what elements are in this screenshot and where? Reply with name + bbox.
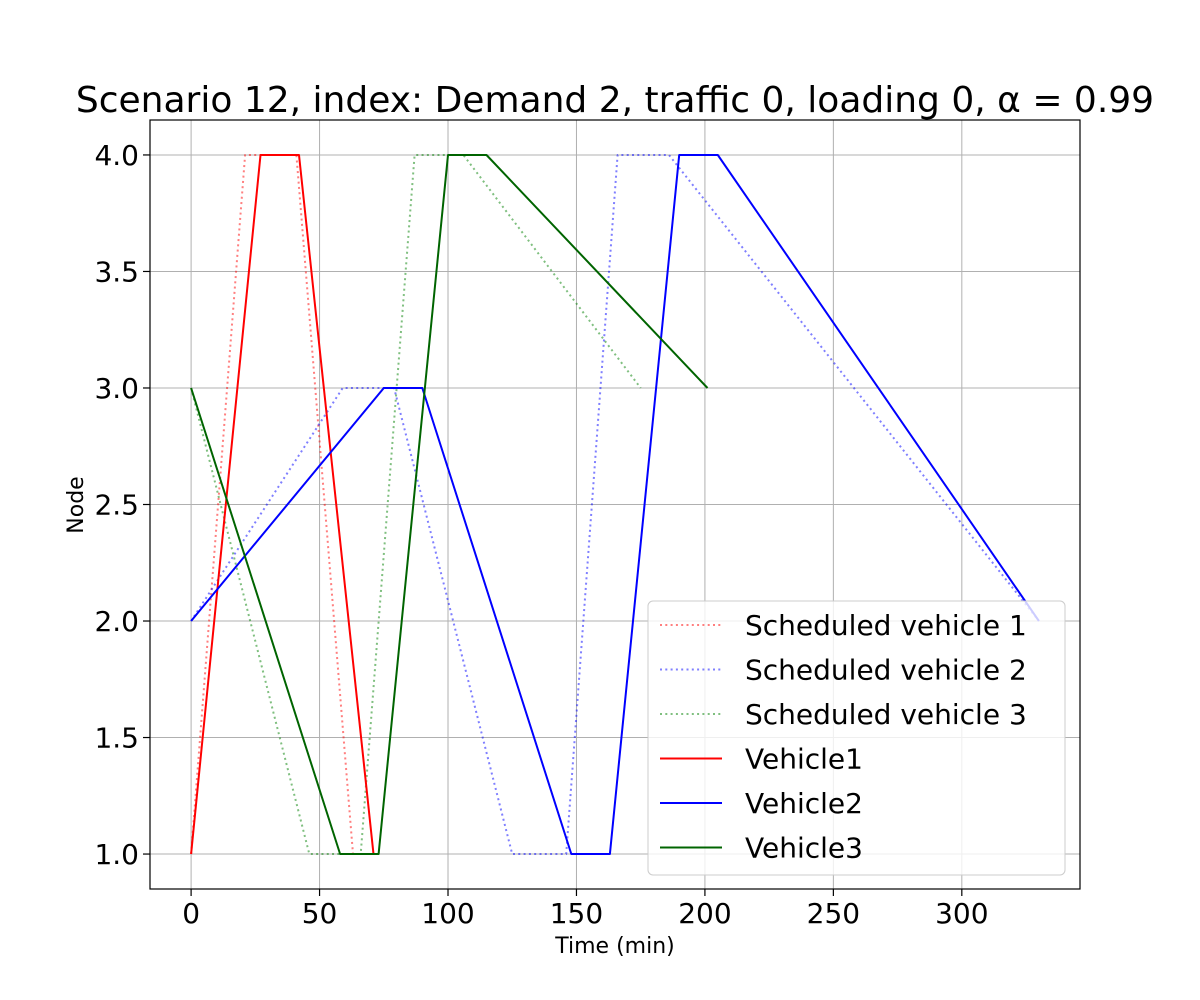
y-ticks: 1.0 1.5 2.0 2.5 3.0 3.5 4.0 [94,139,150,871]
x-tick-label: 150 [550,897,603,930]
legend: Scheduled vehicle 1 Scheduled vehicle 2 Sc… [647,600,1066,876]
series-layer [190,154,1040,855]
legend-label-6: Vehicle3 [745,832,863,865]
x-tick-label: 250 [807,897,860,930]
x-ticks: 0 50 100 150 200 250 300 [182,889,989,930]
chart-title: Scenario 12, index: Demand 2, traffic 0,… [76,80,1154,121]
series-line-6 [190,154,709,855]
series-line-5 [190,154,1040,855]
legend-box [647,600,1066,876]
y-tick-label: 3.0 [94,372,139,405]
series-line-1 [190,154,377,855]
y-axis-label: Node [64,476,89,533]
grid [150,120,1080,889]
series-line-4 [190,154,375,855]
x-tick-label: 300 [935,897,988,930]
legend-label-3: Scheduled vehicle 3 [745,698,1027,731]
y-tick-label: 3.5 [94,255,139,288]
y-tick-label: 1.5 [94,722,139,755]
legend-label-4: Vehicle1 [745,743,863,776]
series-line-2 [190,154,1040,855]
legend-label-2: Scheduled vehicle 2 [745,654,1027,687]
x-tick-label: 0 [182,897,200,930]
legend-label-1: Scheduled vehicle 1 [745,609,1027,642]
x-tick-label: 200 [678,897,731,930]
x-axis-label: Time (min) [554,934,675,959]
series-line-3 [190,154,642,855]
y-tick-label: 4.0 [94,139,139,172]
legend-label-5: Vehicle2 [745,787,863,820]
y-tick-label: 2.5 [94,489,139,522]
x-tick-label: 100 [421,897,474,930]
y-tick-label: 1.0 [94,838,139,871]
y-tick-label: 2.0 [94,605,139,638]
x-tick-label: 50 [302,897,338,930]
